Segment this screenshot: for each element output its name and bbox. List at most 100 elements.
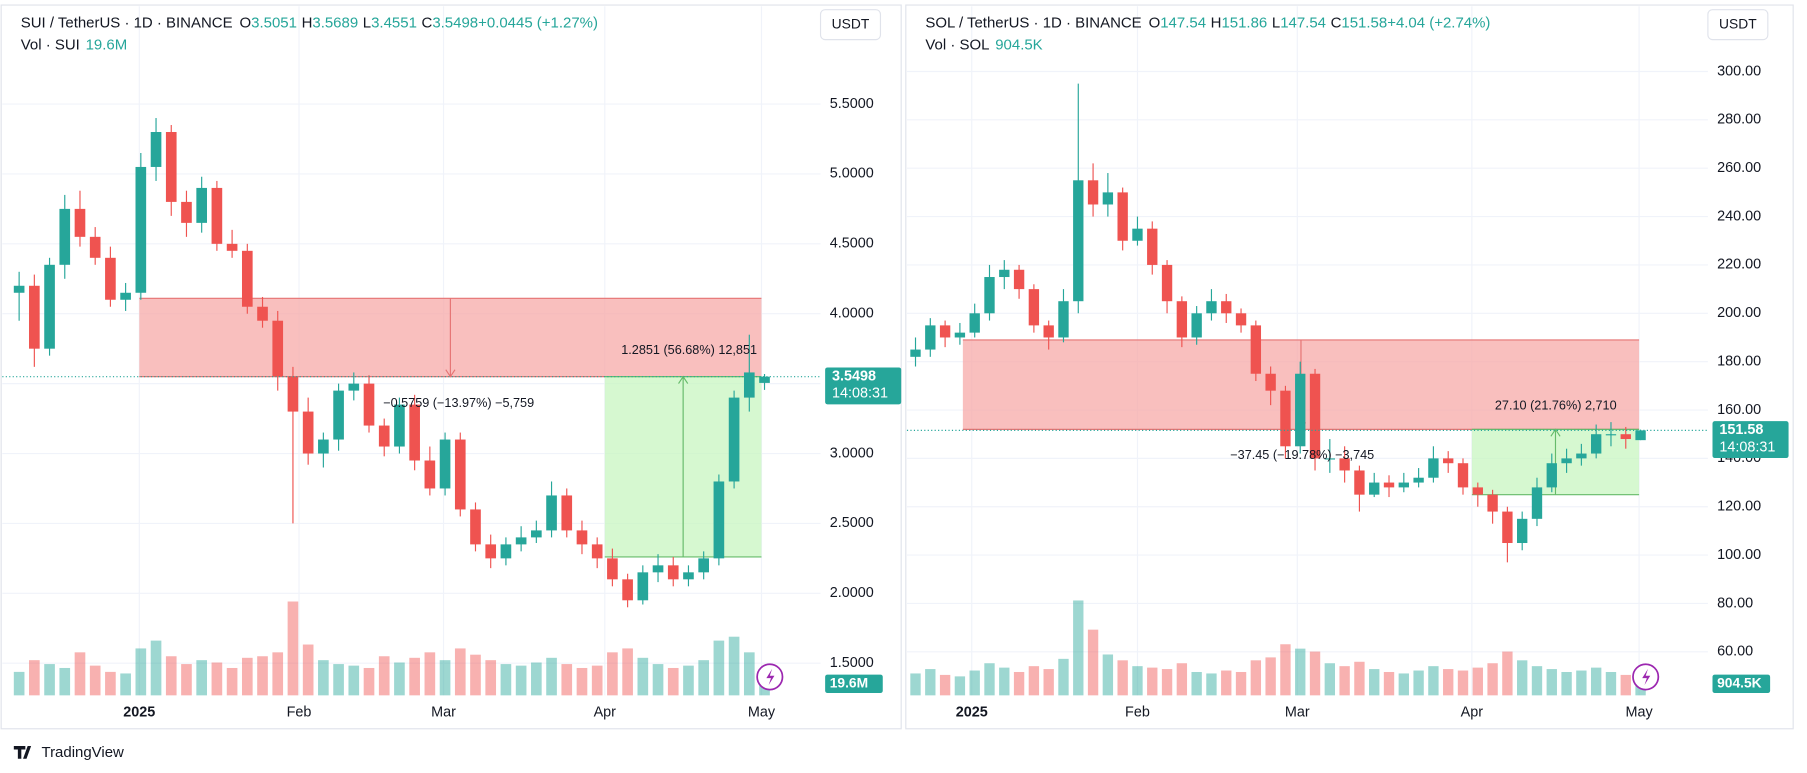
ohlc-value: 151.58 [1341, 14, 1387, 31]
volume-bar [969, 670, 980, 696]
candle-body [1280, 390, 1291, 447]
annotation: −0.5759 (−13.97%) −5,759 [383, 396, 534, 410]
y-tick-label: 3.0000 [830, 445, 874, 461]
chart-panel: 60.0080.00100.00120.00140.00160.00180.00… [906, 6, 1789, 720]
candle-body [409, 404, 420, 461]
volume-bar [165, 656, 177, 696]
volume-bar [302, 644, 314, 696]
candle-body [1369, 482, 1380, 495]
volume-bar [59, 667, 71, 696]
candle-body [1605, 434, 1617, 436]
candle-body [1339, 458, 1350, 471]
candle-body [1620, 434, 1631, 440]
candle-body [698, 558, 709, 573]
volume-bar [150, 640, 162, 696]
zone-arrow [678, 375, 689, 557]
currency-box [819, 9, 882, 41]
candle-body [150, 132, 162, 167]
volume-bar [1013, 671, 1025, 696]
volume-bar [394, 662, 405, 696]
volume-bar [1605, 671, 1617, 696]
zone-arrow [445, 298, 456, 378]
volume-bar [1265, 657, 1276, 696]
y-tick-label: 180.00 [1717, 353, 1761, 369]
candle-body [1443, 458, 1454, 464]
candle-body [683, 572, 694, 580]
candle-body [1117, 192, 1128, 241]
volume-bar [1561, 671, 1572, 696]
x-tick-label: Apr [594, 704, 617, 720]
candle-body [1013, 269, 1025, 290]
candle-body [1472, 487, 1483, 495]
replay-icon-bolt [1642, 668, 1651, 685]
x-tick-label: Apr [1461, 704, 1484, 720]
candle-body [667, 565, 679, 580]
volume-bar [1472, 667, 1483, 696]
ohlc-label: O [1149, 14, 1161, 31]
volume-bar [1590, 667, 1602, 696]
volume-bar [1176, 663, 1188, 696]
ohlc-value: 3.4551 [371, 14, 417, 31]
candle-body [910, 349, 921, 357]
last-price-box [825, 367, 902, 405]
volume-bar [531, 662, 542, 696]
candle-body [1546, 463, 1557, 488]
candle-body [1235, 313, 1247, 326]
candle-body [241, 250, 253, 307]
volume-value: 904.5K [995, 36, 1042, 53]
candle-body [1132, 228, 1143, 241]
candle-body [1502, 511, 1513, 544]
volume-bar [1502, 651, 1513, 696]
candle-body [1531, 487, 1543, 519]
ohlc-value: 147.54 [1160, 14, 1206, 31]
candle-body [424, 460, 436, 489]
volume-label-box [1712, 674, 1771, 694]
ohlc-value: 3.5051 [251, 14, 297, 31]
candle-body [1576, 453, 1587, 459]
countdown: 14:08:31 [832, 386, 888, 402]
volume-bar [728, 636, 740, 696]
ohlc-label: L [363, 14, 371, 31]
candle-body [348, 383, 360, 391]
y-tick-label: 60.00 [1717, 644, 1753, 660]
volume-bar [1087, 629, 1099, 696]
volume-bar [607, 652, 618, 696]
x-tick-label: Feb [1125, 704, 1150, 720]
currency: USDT [832, 15, 870, 31]
volume-bar [257, 656, 268, 696]
volume-bar [1206, 673, 1217, 696]
currency: USDT [1719, 15, 1757, 31]
candle-body [728, 397, 740, 482]
volume-bar [1191, 671, 1202, 696]
candle-body [196, 187, 207, 223]
y-tick-label: 120.00 [1717, 499, 1761, 515]
volume-bar [470, 654, 481, 696]
volume-bar [13, 671, 25, 696]
header-title: SOL / TetherUS · 1D · BINANCE [925, 14, 1141, 31]
y-tick-label: 80.00 [1717, 595, 1753, 611]
candle-body [1161, 264, 1173, 302]
candle-body [44, 264, 55, 349]
candle-body [394, 404, 405, 447]
volume-bar [954, 676, 966, 696]
candle-body [1517, 518, 1528, 544]
volume-bar [1517, 660, 1528, 696]
y-tick-label: 160.00 [1717, 402, 1761, 418]
candle-body [13, 285, 25, 293]
volume-bar [910, 673, 921, 696]
annotation: 1.2851 (56.68%) 12,851 [621, 343, 757, 357]
volume-bar [181, 664, 192, 696]
y-tick-label: 4.5000 [830, 236, 874, 252]
volume-bar [546, 657, 557, 696]
candle-body [470, 509, 481, 545]
candle-body [1147, 228, 1158, 265]
volume-bar [561, 664, 573, 696]
volume-bar [1383, 671, 1395, 696]
volume-bar [424, 652, 436, 696]
volume-bar [135, 648, 147, 696]
last-price-box [1712, 421, 1789, 459]
candle-body [120, 292, 131, 300]
candle-body [1265, 373, 1276, 391]
y-tick-label: 5.0000 [830, 166, 874, 182]
